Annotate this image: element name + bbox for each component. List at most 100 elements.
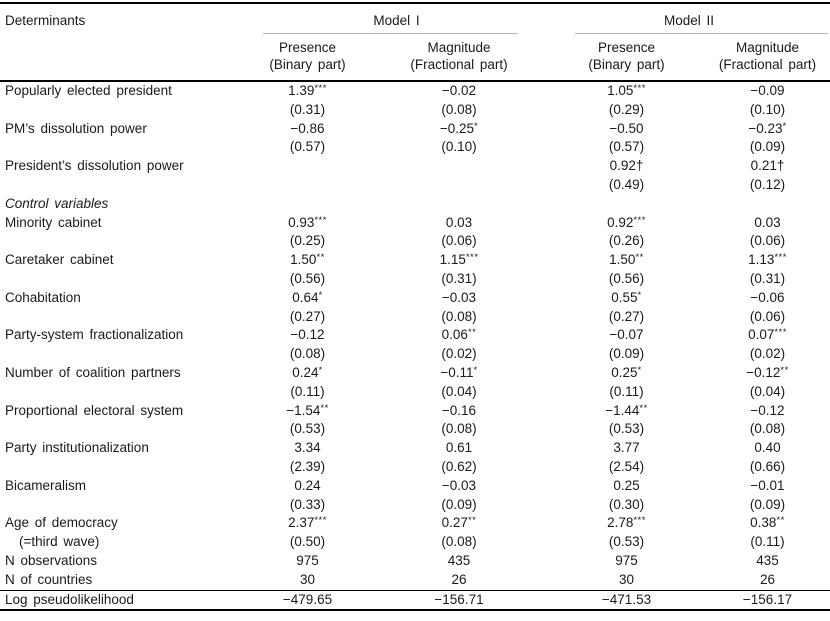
determinants-header: Determinants	[0, 3, 245, 82]
value-cell: (0.53)	[608, 534, 645, 550]
significance-stars: ***	[633, 83, 646, 94]
value-cell: 0.55*	[611, 289, 642, 305]
value-cell: (0.06)	[749, 308, 786, 324]
table-row: Party-system fractionalization −0.12 0.06*…	[0, 326, 830, 345]
value-cell: −1.54**	[286, 402, 329, 418]
value-cell: (0.09)	[608, 346, 645, 362]
value-cell: −0.23*	[748, 120, 787, 136]
value-cell: 0.06**	[441, 327, 477, 343]
value-cell: 0.21†	[750, 158, 785, 174]
value-cell: (0.49)	[608, 176, 645, 192]
value-cell: 0.38**	[750, 515, 785, 531]
row-label: N observations	[5, 552, 98, 568]
value-cell: 435	[447, 552, 471, 568]
table-row: (0.53) (0.08) (0.53) (0.08)	[0, 420, 830, 439]
table-row: Cohabitation 0.64* −0.03 0.55* −0.06	[0, 289, 830, 308]
value-cell: (2.54)	[608, 458, 645, 474]
value-cell: −0.11*	[440, 364, 478, 380]
significance-stars: ***	[314, 515, 327, 527]
value-cell: −0.12	[750, 402, 785, 418]
row-label	[0, 101, 245, 120]
value-cell: −1.44**	[605, 402, 648, 418]
row-label: Minority cabinet	[5, 214, 102, 230]
row-label	[0, 420, 245, 439]
value-cell: 2.78***	[607, 515, 646, 531]
row-label: PM’s dissolution power	[5, 120, 147, 136]
significance-stars: **	[635, 252, 644, 264]
value-cell: 26	[759, 571, 776, 587]
value-cell: (0.09)	[749, 496, 786, 512]
value-cell: 26	[451, 571, 467, 587]
value-cell: 3.34	[294, 440, 321, 456]
row-label: President’s dissolution power	[5, 158, 184, 174]
value-cell: −0.01	[750, 477, 785, 493]
significance-stars: *	[637, 289, 642, 301]
row-label: Log pseudolikelihood	[0, 589, 245, 611]
value-cell: (0.25)	[289, 233, 326, 249]
value-cell: (0.08)	[289, 346, 326, 362]
value-cell: (0.11)	[290, 383, 325, 399]
model1-label: Model I	[373, 13, 420, 28]
value-cell: −156.17	[705, 589, 830, 611]
table-row: (=third wave) (0.50) (0.08) (0.53) (0.11)	[0, 533, 830, 552]
row-label: Age of democracy	[5, 515, 118, 531]
value-cell: (0.06)	[441, 233, 477, 249]
value-cell: (0.02)	[441, 346, 477, 362]
value-cell: 3.77	[613, 440, 640, 456]
row-label	[0, 458, 245, 477]
value-cell	[245, 157, 370, 176]
value-cell: (0.53)	[289, 421, 326, 437]
value-cell: (0.08)	[441, 308, 477, 324]
table-row: N observations 975 435 975 435	[0, 552, 830, 571]
row-label: Proportional electoral system	[5, 402, 184, 418]
value-cell: (0.08)	[749, 421, 786, 437]
value-cell: (0.27)	[608, 308, 645, 324]
model2-spanner-rule	[575, 33, 828, 34]
subheader-line1: Presence	[597, 40, 656, 55]
value-cell: (0.57)	[289, 139, 326, 155]
value-cell	[245, 176, 370, 195]
value-cell: (0.66)	[749, 458, 786, 474]
table-body: Popularly elected president 1.39*** −0.02 1…	[0, 81, 830, 611]
model2-label: Model II	[663, 13, 715, 28]
value-cell: (0.04)	[749, 383, 786, 399]
row-label: Number of coalition partners	[5, 364, 181, 380]
significance-stars: **	[467, 515, 477, 527]
value-cell: 0.03	[754, 214, 781, 230]
value-cell: (0.50)	[289, 534, 326, 550]
value-cell: (0.10)	[749, 101, 786, 117]
subheader-line1: Magnitude	[735, 40, 800, 55]
value-cell: −156.71	[370, 589, 548, 611]
value-cell: 0.07***	[748, 327, 787, 343]
significance-stars: ***	[314, 214, 327, 226]
value-cell: 435	[756, 552, 779, 568]
significance-stars: *	[782, 120, 787, 132]
value-cell: (0.31)	[289, 101, 326, 117]
value-cell: (0.08)	[441, 101, 477, 117]
value-cell	[370, 195, 548, 214]
value-cell: 30	[299, 571, 316, 587]
value-cell: −0.50	[609, 120, 644, 136]
row-label: Party-system fractionalization	[5, 327, 184, 343]
row-label	[0, 383, 245, 402]
value-cell: 1.39***	[288, 83, 327, 98]
model1-spanner-rule	[263, 33, 518, 34]
value-cell: −0.03	[441, 477, 477, 493]
table-row: (0.49) (0.12)	[0, 176, 830, 195]
value-cell: 0.92***	[607, 214, 646, 230]
value-cell: (0.11)	[609, 383, 644, 399]
value-cell: 2.37***	[288, 515, 327, 531]
row-label	[0, 496, 245, 515]
value-cell: (0.09)	[441, 496, 477, 512]
model1-presence-header: Presence (Binary part)	[245, 34, 370, 82]
value-cell: −0.02	[441, 83, 477, 98]
row-label: Popularly elected president	[5, 83, 172, 98]
value-cell: (0.33)	[289, 496, 326, 512]
table-row: Age of democracy 2.37*** 0.27** 2.78*** 0.38…	[0, 514, 830, 533]
table-row: (2.39) (0.62) (2.54) (0.66)	[0, 458, 830, 477]
significance-stars: **	[316, 252, 325, 264]
row-label	[0, 176, 245, 195]
model-header-row: Determinants Model I Model II	[0, 3, 830, 82]
value-cell: 1.50**	[609, 252, 644, 268]
value-cell: 0.93***	[288, 214, 327, 230]
